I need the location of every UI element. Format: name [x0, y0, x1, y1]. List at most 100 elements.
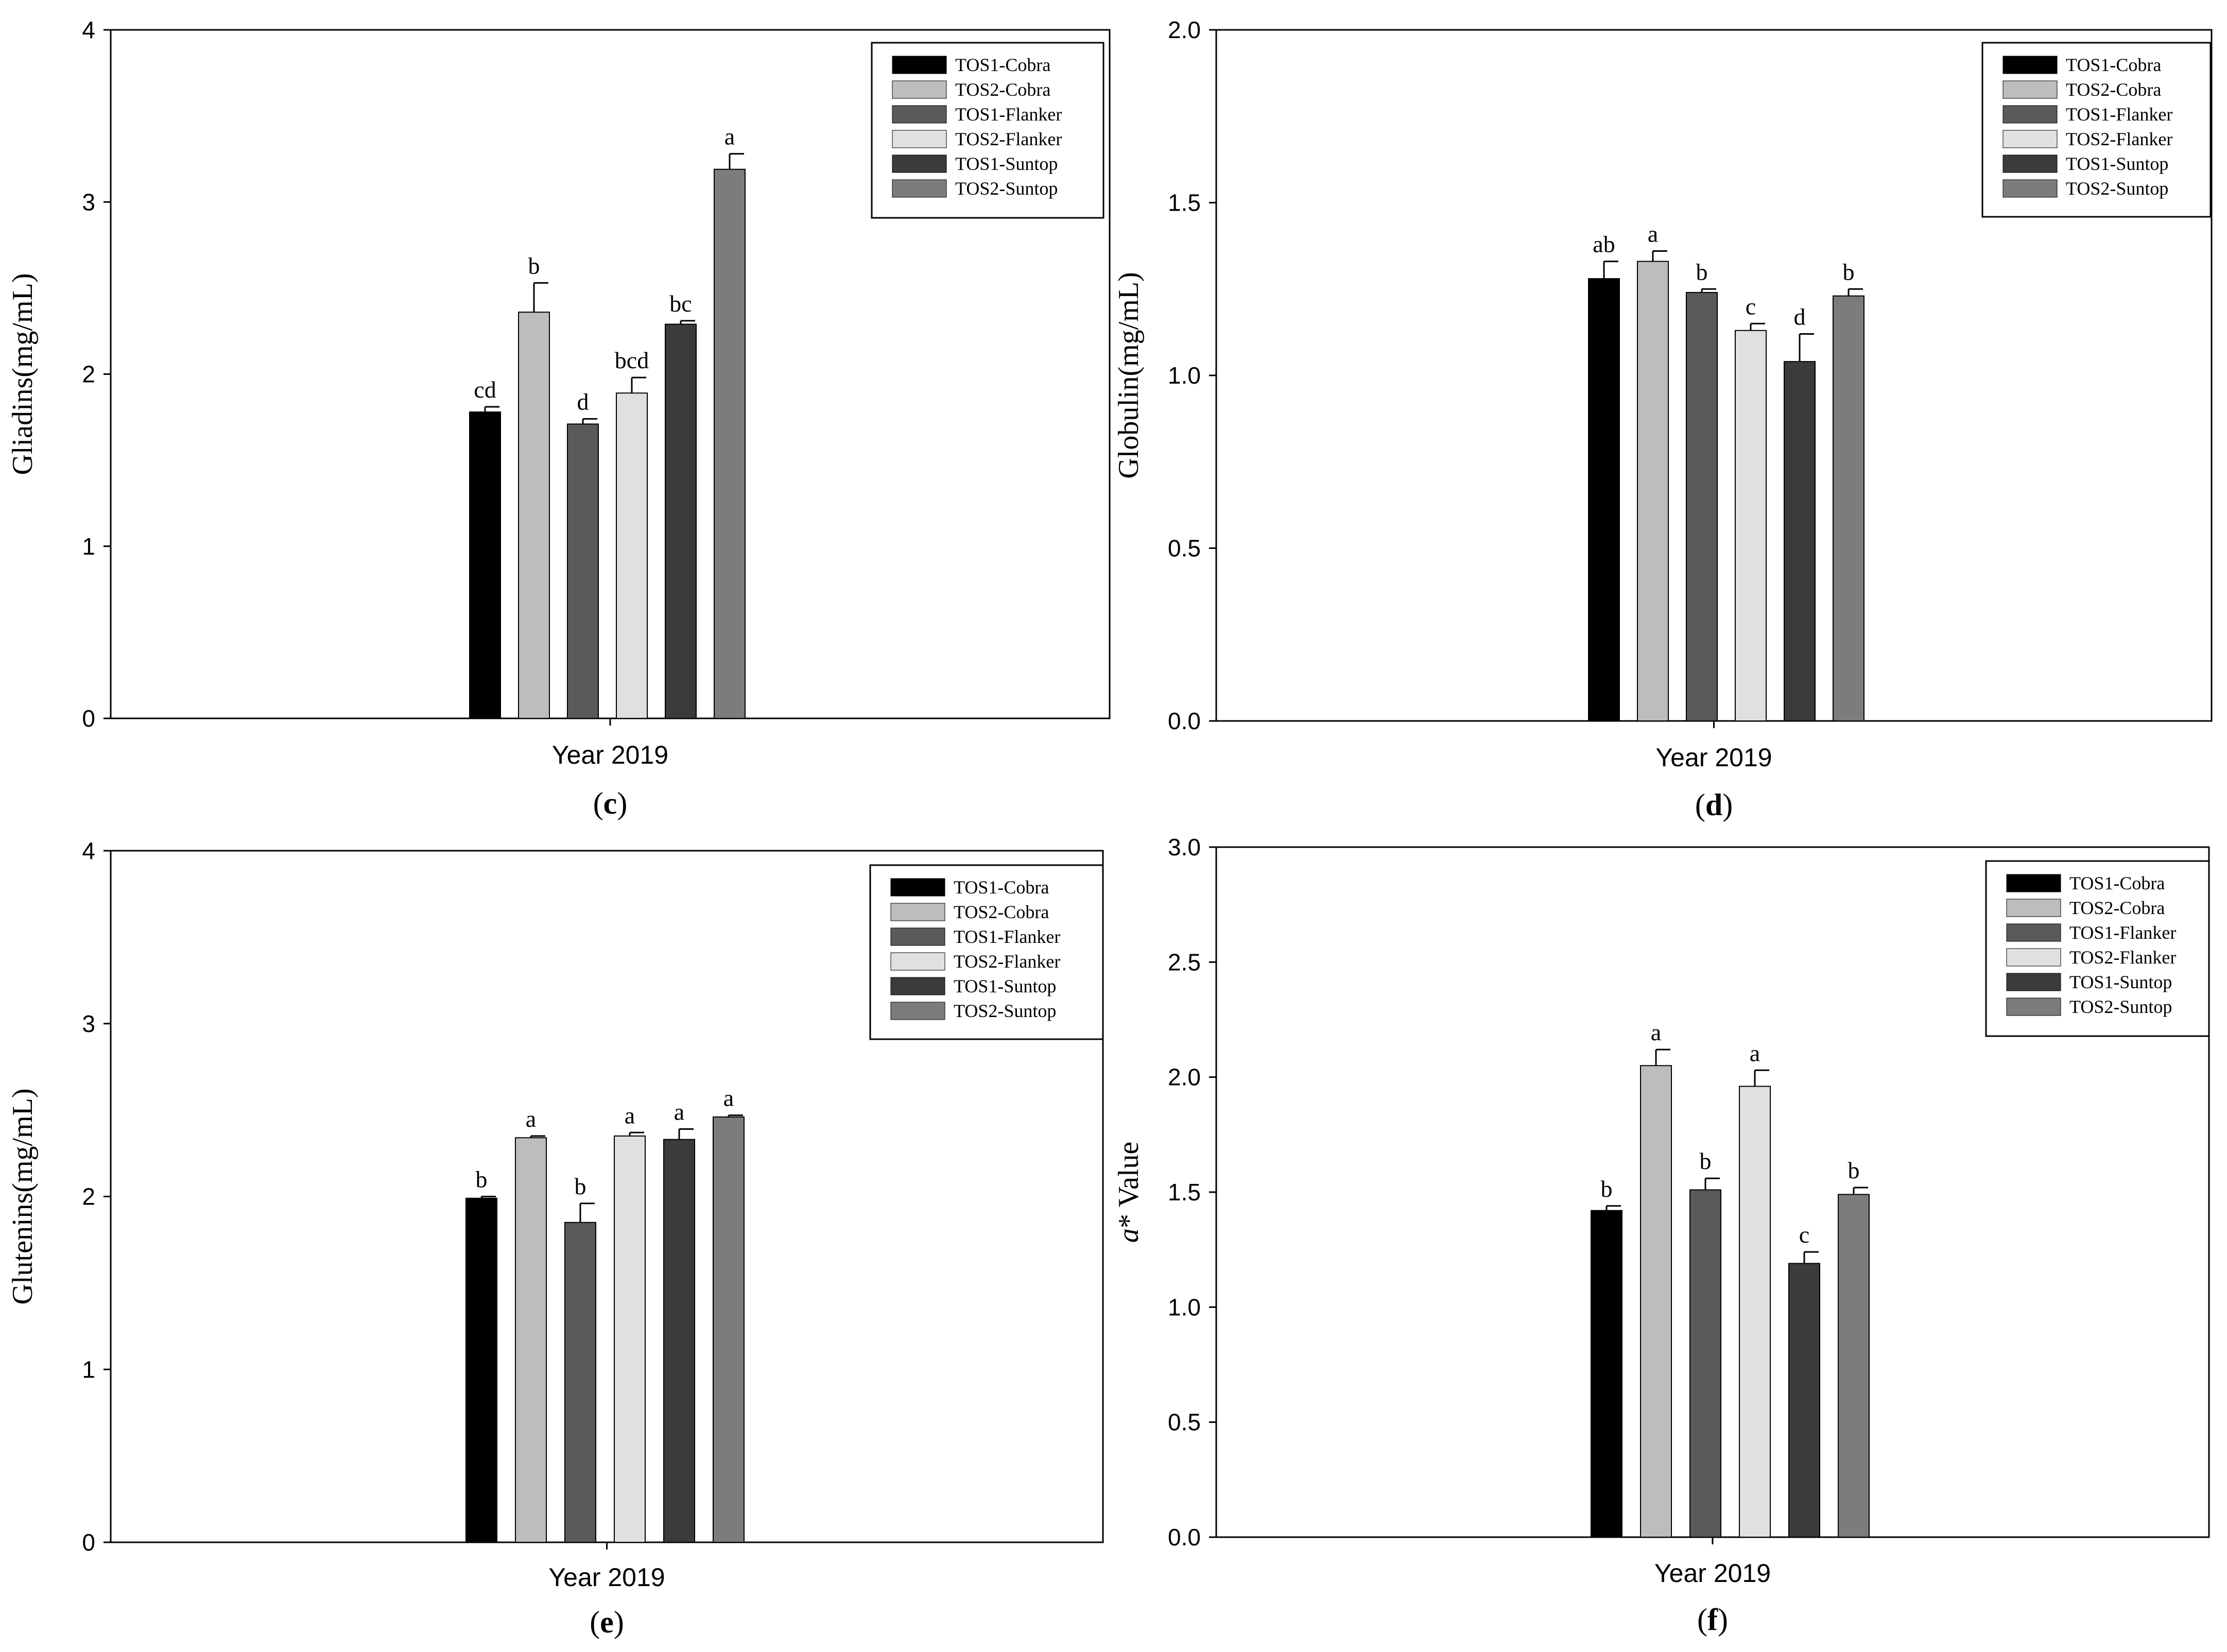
y-axis-label-rest: * Value	[1113, 1142, 1145, 1229]
bar-tos2-suntop	[1838, 1194, 1870, 1538]
bar-tos2-suntop	[713, 1116, 745, 1543]
legend-swatch	[2006, 948, 2061, 967]
legend-swatch	[890, 927, 945, 946]
y-axis-label: Globulin(mg/mL)	[1113, 272, 1145, 478]
y-tick-label: 2.0	[1168, 16, 1201, 43]
legend-swatch	[892, 105, 947, 124]
legend-swatch	[2006, 899, 2061, 917]
y-tick-label: 2	[82, 361, 95, 388]
legend: TOS1-Cobra TOS2-Cobra TOS1-Flanker TOS2-Fla…	[1985, 860, 2210, 1037]
significance-label: a	[526, 1106, 536, 1132]
y-axis-label: a* Value	[1113, 1142, 1145, 1243]
significance-label: b	[1601, 1176, 1613, 1202]
significance-label: b	[528, 252, 540, 279]
bar-tos1-cobra	[1591, 1210, 1622, 1538]
bar-tos1-cobra	[469, 411, 501, 719]
panel-label: (d)	[1695, 788, 1733, 822]
legend-label: TOS2-Suntop	[2066, 178, 2168, 199]
legend-label: TOS2-Cobra	[955, 79, 1050, 100]
legend-label: TOS1-Flanker	[955, 104, 1062, 125]
panel-letter: f	[1707, 1603, 1718, 1637]
bar-tos2-flanker	[614, 1135, 646, 1543]
y-tick-label: 0.0	[1168, 1524, 1201, 1551]
legend: TOS1-Cobra TOS2-Cobra TOS1-Flanker TOS2-Fla…	[869, 864, 1104, 1040]
bar-tos1-suntop	[1784, 361, 1816, 721]
chart-panel-e: 0 1 2 3 4 Year 2019 Glutenins(mg/mL) b a b a a a TOS1…	[7, 837, 1104, 1639]
legend-label: TOS1-Cobra	[2069, 873, 2165, 893]
bar-tos1-flanker	[1689, 1189, 1721, 1538]
legend-label: TOS2-Cobra	[954, 902, 1049, 922]
significance-label: b	[1843, 259, 1855, 285]
legend-swatch	[892, 130, 947, 148]
y-tick-label: 3.0	[1168, 834, 1201, 861]
significance-label: d	[1794, 303, 1806, 330]
legend-swatch	[2006, 997, 2061, 1016]
legend-swatch	[2006, 874, 2061, 892]
legend-swatch	[892, 56, 947, 74]
legend-swatch	[2002, 105, 2058, 124]
legend-label: TOS1-Flanker	[2066, 104, 2172, 125]
bar-tos1-cobra	[1588, 278, 1620, 721]
y-axis-label-italic: a	[1113, 1228, 1145, 1243]
legend-label: TOS1-Cobra	[2066, 55, 2161, 75]
y-tick-label: 1	[82, 533, 95, 560]
significance-label: a	[724, 124, 735, 150]
legend-label: TOS2-Suntop	[2069, 996, 2172, 1017]
significance-label: bc	[669, 290, 692, 317]
bar-tos1-cobra	[465, 1197, 497, 1543]
legend-swatch	[2002, 130, 2058, 148]
panel-label: (c)	[593, 786, 628, 820]
legend-swatch	[2006, 923, 2061, 942]
y-tick-label: 2	[82, 1183, 95, 1210]
significance-label: a	[1648, 220, 1658, 247]
chart-panel-d: 0.0 0.5 1.0 1.5 2.0 Year 2019 Globulin(mg/mL) a…	[1113, 16, 2213, 822]
legend-swatch	[892, 80, 947, 99]
legend-swatch	[2006, 973, 2061, 991]
panel-label: (f)	[1697, 1603, 1728, 1637]
significance-label: b	[575, 1173, 586, 1199]
y-axis-label: Gliadins(mg/mL)	[7, 273, 39, 475]
legend-label: TOS1-Suntop	[2066, 153, 2168, 174]
legend-swatch	[890, 1002, 945, 1020]
panel-letter: d	[1705, 788, 1722, 822]
legend-label: TOS1-Flanker	[2069, 922, 2176, 943]
significance-label: b	[1848, 1157, 1860, 1183]
legend-swatch	[892, 154, 947, 173]
bar-tos1-suntop	[663, 1139, 695, 1543]
y-tick-label: 0	[82, 705, 95, 732]
y-tick-label: 1.5	[1168, 190, 1201, 216]
legend-swatch	[2002, 80, 2058, 99]
legend-swatch	[890, 952, 945, 971]
legend-label: TOS1-Suntop	[2069, 972, 2172, 992]
bar-tos2-suntop	[714, 168, 746, 719]
significance-label: a	[625, 1102, 635, 1128]
significance-label: d	[577, 388, 589, 415]
y-tick-label: 3	[82, 188, 95, 215]
legend: TOS1-Cobra TOS2-Cobra TOS1-Flanker TOS2-Fla…	[1981, 42, 2212, 218]
legend-swatch	[2002, 179, 2058, 198]
y-tick-label: 2.5	[1168, 949, 1201, 975]
legend-swatch	[2002, 56, 2058, 74]
legend-label: TOS2-Suntop	[955, 178, 1058, 199]
bar-tos2-suntop	[1833, 295, 1865, 721]
panel-letter: c	[603, 786, 617, 820]
legend-label: TOS1-Flanker	[954, 926, 1060, 947]
y-tick-label: 2.0	[1168, 1064, 1201, 1091]
panel-letter: e	[600, 1605, 614, 1639]
legend-label: TOS2-Flanker	[2069, 947, 2176, 968]
bar-tos2-cobra	[1637, 261, 1669, 721]
legend-label: TOS1-Cobra	[954, 877, 1049, 898]
legend-label: TOS2-Cobra	[2069, 898, 2165, 918]
x-axis-label: Year 2019	[1654, 1559, 1771, 1588]
y-tick-label: 3	[82, 1010, 95, 1037]
legend-label: TOS2-Suntop	[954, 1001, 1056, 1021]
y-tick-label: 0	[82, 1529, 95, 1556]
y-tick-label: 4	[82, 16, 95, 43]
legend-swatch	[2002, 154, 2058, 173]
bar-tos2-flanker	[616, 392, 648, 719]
bar-tos2-flanker	[1739, 1086, 1771, 1538]
y-tick-label: 1.0	[1168, 362, 1201, 389]
